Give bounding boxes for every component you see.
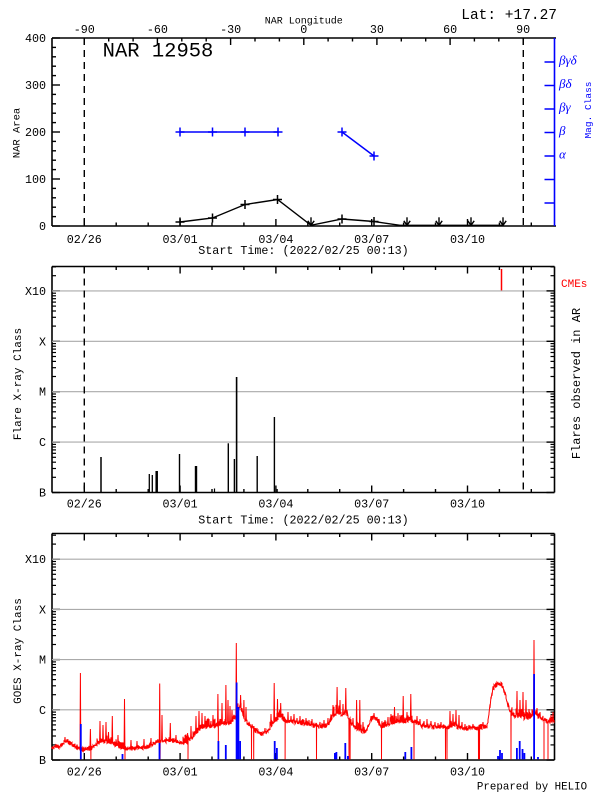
svg-text:03/01: 03/01: [163, 233, 198, 247]
svg-text:03/01: 03/01: [163, 498, 198, 512]
svg-text:X10: X10: [25, 553, 46, 567]
svg-text:100: 100: [25, 173, 46, 187]
svg-text:M: M: [39, 386, 46, 400]
svg-text:30: 30: [370, 23, 384, 37]
svg-text:NAR 12958: NAR 12958: [103, 41, 214, 64]
svg-text:300: 300: [25, 79, 46, 93]
svg-text:02/26: 02/26: [67, 498, 102, 512]
svg-text:03/04: 03/04: [258, 498, 293, 512]
svg-text:βγδ: βγδ: [558, 53, 578, 68]
svg-text:B: B: [39, 754, 46, 768]
svg-text:B: B: [39, 487, 46, 501]
svg-text:X: X: [39, 603, 46, 617]
svg-text:-60: -60: [147, 23, 168, 37]
svg-text:C: C: [39, 704, 46, 718]
svg-text:02/26: 02/26: [67, 233, 102, 247]
svg-text:X: X: [39, 335, 46, 349]
svg-text:-30: -30: [220, 23, 241, 37]
svg-text:03/10: 03/10: [450, 498, 485, 512]
svg-text:03/04: 03/04: [258, 233, 293, 247]
svg-text:200: 200: [25, 126, 46, 140]
svg-text:βγ: βγ: [558, 100, 571, 115]
svg-text:03/07: 03/07: [354, 233, 389, 247]
svg-text:Flare X-ray Class: Flare X-ray Class: [13, 328, 25, 440]
svg-text:NAR Area: NAR Area: [12, 108, 24, 158]
svg-text:α: α: [559, 147, 567, 162]
svg-text:03/07: 03/07: [354, 766, 389, 780]
svg-text:X10: X10: [25, 285, 46, 299]
svg-text:90: 90: [516, 23, 530, 37]
svg-text:Mag. Class: Mag. Class: [583, 81, 594, 138]
svg-text:03/07: 03/07: [354, 498, 389, 512]
svg-text:60: 60: [443, 23, 457, 37]
svg-text:β: β: [558, 123, 566, 138]
svg-text:02/26: 02/26: [67, 766, 102, 780]
svg-text:-90: -90: [74, 23, 95, 37]
svg-text:03/10: 03/10: [450, 233, 485, 247]
svg-text:GOES X-ray Class: GOES X-ray Class: [13, 598, 25, 704]
svg-text:βδ: βδ: [558, 76, 572, 91]
svg-text:400: 400: [25, 32, 46, 46]
svg-text:Lat: +17.27: Lat: +17.27: [461, 8, 557, 24]
svg-text:Prepared by HELIO: Prepared by HELIO: [477, 782, 587, 794]
svg-text:03/10: 03/10: [450, 766, 485, 780]
svg-text:Start Time: (2022/02/25 00:13): Start Time: (2022/02/25 00:13): [198, 514, 408, 528]
svg-text:Start Time: (2022/02/25 00:13): Start Time: (2022/02/25 00:13): [198, 244, 408, 258]
svg-text:C: C: [39, 436, 46, 450]
svg-text:0: 0: [39, 220, 46, 234]
svg-text:03/04: 03/04: [258, 766, 293, 780]
svg-text:0: 0: [300, 23, 307, 37]
svg-text:M: M: [39, 654, 46, 668]
svg-text:NAR Longitude: NAR Longitude: [265, 16, 343, 28]
svg-text:Flares observed in AR: Flares observed in AR: [570, 308, 584, 459]
svg-text:CMEs: CMEs: [561, 279, 587, 291]
svg-text:03/01: 03/01: [163, 766, 198, 780]
